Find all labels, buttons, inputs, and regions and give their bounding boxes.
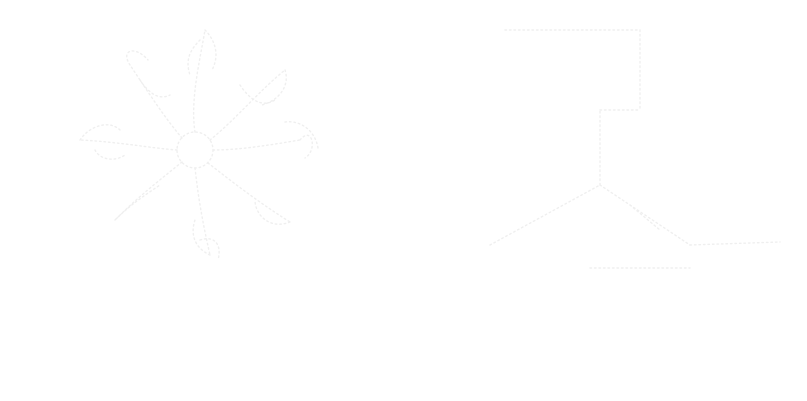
book-doodle	[489, 29, 781, 269]
flower-doodle	[79, 29, 319, 261]
